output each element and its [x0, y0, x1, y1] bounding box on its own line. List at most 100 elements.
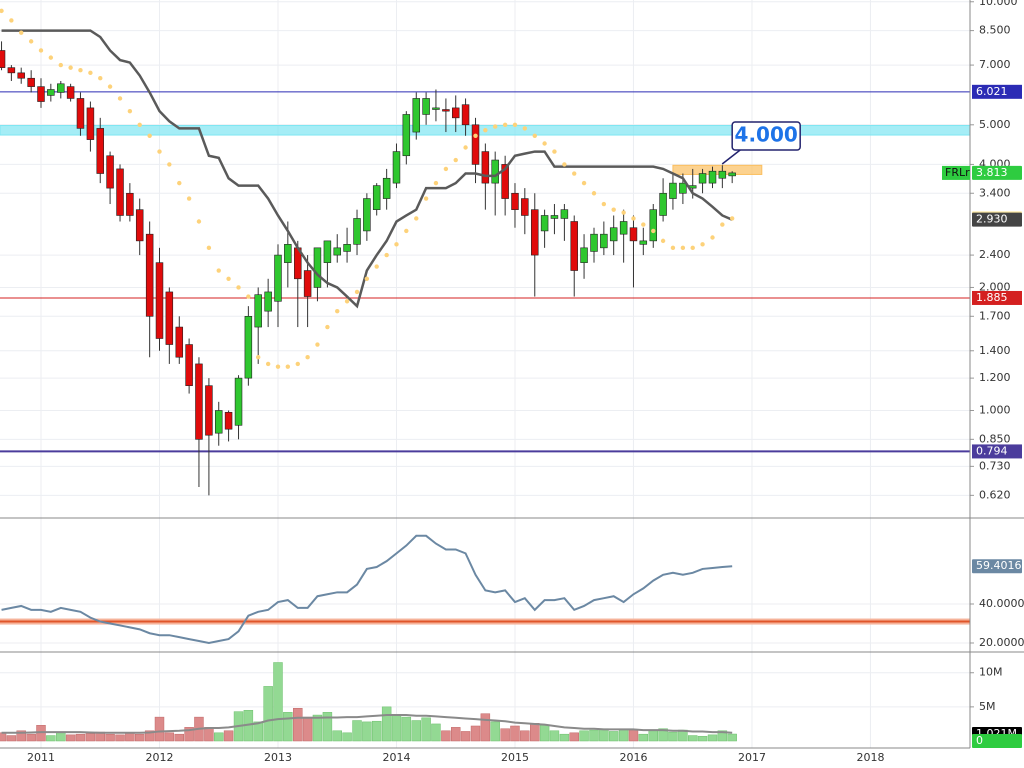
candle-body	[66, 86, 75, 99]
candle-body	[313, 247, 322, 288]
candle-body	[679, 182, 687, 194]
y-tick-label: 10M	[979, 666, 1003, 679]
sar-dot	[492, 124, 498, 129]
y-tick-label: 10.000	[979, 0, 1018, 8]
sar-dot	[38, 48, 44, 53]
volume-bar	[628, 729, 639, 742]
x-tick-label: 2016	[619, 751, 647, 764]
candle-body	[639, 240, 648, 245]
volume-bar	[658, 728, 668, 742]
sar-dot	[433, 180, 439, 186]
sar-dot	[453, 157, 458, 163]
volume-bar	[144, 730, 155, 742]
volume-bar	[214, 732, 224, 742]
candle-body	[165, 291, 174, 345]
sar-dot	[502, 122, 508, 128]
candle-body	[135, 209, 144, 242]
candle-body	[353, 218, 361, 245]
volume-bar	[204, 727, 214, 742]
sar-dot	[246, 294, 251, 299]
sar-dot	[117, 96, 123, 101]
symbol-label: FRLr	[945, 166, 970, 179]
candle-body	[17, 72, 25, 79]
price-badge-label: 2.930	[976, 213, 1008, 226]
sar-dot	[601, 201, 607, 207]
sar-dot	[621, 210, 626, 215]
candle-body	[175, 326, 184, 358]
volume-bar	[411, 720, 421, 742]
candle-body	[195, 363, 203, 440]
sar-dot	[473, 133, 478, 138]
volume-bar	[125, 732, 135, 742]
volume-bar	[490, 721, 500, 742]
candle-body	[629, 227, 638, 242]
price-badge-label: 3.813	[976, 166, 1008, 179]
sar-dot	[335, 308, 340, 314]
volume-bar	[608, 731, 619, 742]
price-badge	[972, 734, 1022, 748]
sar-dot	[285, 364, 291, 369]
candle-body	[659, 192, 667, 216]
price-badge-label: 6.021	[976, 85, 1008, 98]
sar-dot	[591, 191, 597, 196]
candle-body	[540, 215, 549, 232]
candle-body	[590, 233, 598, 252]
candle-body	[0, 50, 6, 68]
sar-dot	[325, 324, 330, 330]
y-tick-label: 0.730	[979, 459, 1011, 472]
volume-bar	[174, 733, 185, 742]
sar-dot	[512, 122, 518, 128]
sar-dot	[167, 162, 172, 167]
volume-bar	[668, 731, 678, 742]
sar-dot	[581, 180, 587, 186]
candle-body	[155, 262, 164, 339]
sar-dot	[552, 149, 557, 154]
candle-body	[708, 170, 717, 184]
sar-dot	[720, 222, 725, 227]
candle-body	[284, 244, 292, 263]
x-tick-label: 2015	[501, 751, 529, 764]
sar-dot	[443, 166, 449, 172]
volume-bar	[441, 730, 451, 742]
y-tick-label: 7.000	[979, 58, 1011, 71]
volume-bar	[381, 706, 392, 742]
sar-dot	[404, 228, 409, 234]
callout-pointer	[721, 149, 741, 165]
price-badge-label: 59.4016	[976, 559, 1022, 572]
sar-dot	[354, 289, 360, 295]
y-tick-label: 8.500	[979, 24, 1011, 37]
volume-bar	[65, 734, 76, 742]
sar-dot	[48, 55, 54, 60]
candle-body	[570, 221, 578, 271]
volume-bar	[371, 720, 382, 742]
candle-body	[57, 83, 65, 93]
volume-bar	[75, 733, 86, 742]
y-tick-label: 1.400	[979, 344, 1011, 357]
candle-body	[224, 411, 233, 430]
sar-dot	[137, 122, 142, 128]
sar-dot	[9, 18, 14, 23]
sar-dot	[542, 141, 547, 146]
sar-dot	[729, 216, 735, 221]
volume-bar	[46, 735, 56, 742]
volume-bar	[352, 720, 362, 742]
candle-body	[669, 182, 677, 199]
sar-dot	[315, 342, 320, 347]
sar-dot	[196, 219, 202, 224]
candle-body	[234, 377, 243, 426]
sar-dot	[690, 245, 695, 251]
candle-body	[333, 247, 341, 256]
sar-dot	[206, 245, 212, 251]
sar-dot	[147, 133, 152, 138]
sar-dot	[710, 235, 715, 240]
callout-label: 4.000	[735, 123, 798, 147]
volume-bar	[569, 732, 579, 742]
candle-body	[244, 315, 253, 379]
price-badge-label: 1.885	[976, 291, 1008, 304]
price-badge	[972, 84, 1022, 99]
candle-body	[461, 104, 470, 126]
sar-dot	[641, 222, 646, 227]
volume-bar	[293, 707, 303, 742]
candle-body	[698, 173, 707, 184]
y-tick-label: 40.0000	[979, 597, 1024, 610]
